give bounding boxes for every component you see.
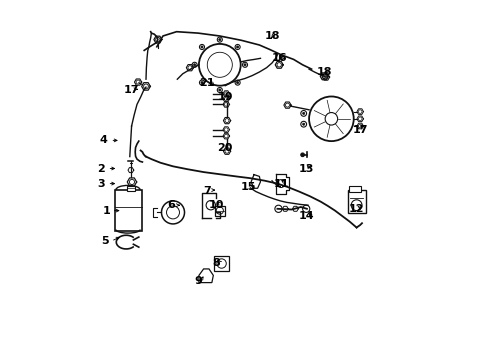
Circle shape	[303, 112, 305, 114]
Polygon shape	[199, 269, 213, 283]
Text: 12: 12	[349, 204, 365, 214]
Text: 9: 9	[194, 276, 202, 286]
Text: 16: 16	[271, 53, 287, 63]
Text: 19: 19	[218, 92, 233, 102]
Bar	[127, 186, 135, 191]
Circle shape	[301, 153, 304, 157]
Text: 21: 21	[199, 78, 215, 88]
Text: 17: 17	[124, 85, 139, 95]
Circle shape	[244, 64, 246, 66]
Circle shape	[201, 81, 203, 84]
Text: 18: 18	[264, 31, 280, 41]
Circle shape	[194, 64, 196, 66]
Text: 15: 15	[241, 182, 256, 192]
Bar	[215, 206, 225, 216]
Circle shape	[219, 39, 221, 41]
Text: 18: 18	[317, 67, 332, 77]
Bar	[347, 190, 366, 213]
Text: 2: 2	[97, 164, 105, 174]
Text: 5: 5	[101, 236, 108, 246]
Text: 20: 20	[218, 143, 233, 153]
Text: 3: 3	[97, 179, 105, 189]
Text: 11: 11	[273, 179, 289, 189]
Text: 6: 6	[167, 200, 175, 210]
Text: 7: 7	[203, 186, 211, 196]
Bar	[215, 256, 229, 271]
Circle shape	[237, 81, 239, 84]
Text: 13: 13	[298, 164, 314, 174]
Bar	[115, 190, 142, 231]
Text: 10: 10	[209, 200, 224, 210]
Circle shape	[219, 89, 221, 91]
Text: 4: 4	[100, 135, 108, 145]
Bar	[348, 186, 361, 192]
Text: 17: 17	[352, 125, 368, 135]
Text: 1: 1	[102, 206, 110, 216]
Text: 8: 8	[212, 258, 220, 268]
Circle shape	[201, 46, 203, 48]
Circle shape	[303, 123, 305, 125]
Circle shape	[237, 46, 239, 48]
Text: 14: 14	[298, 211, 314, 221]
